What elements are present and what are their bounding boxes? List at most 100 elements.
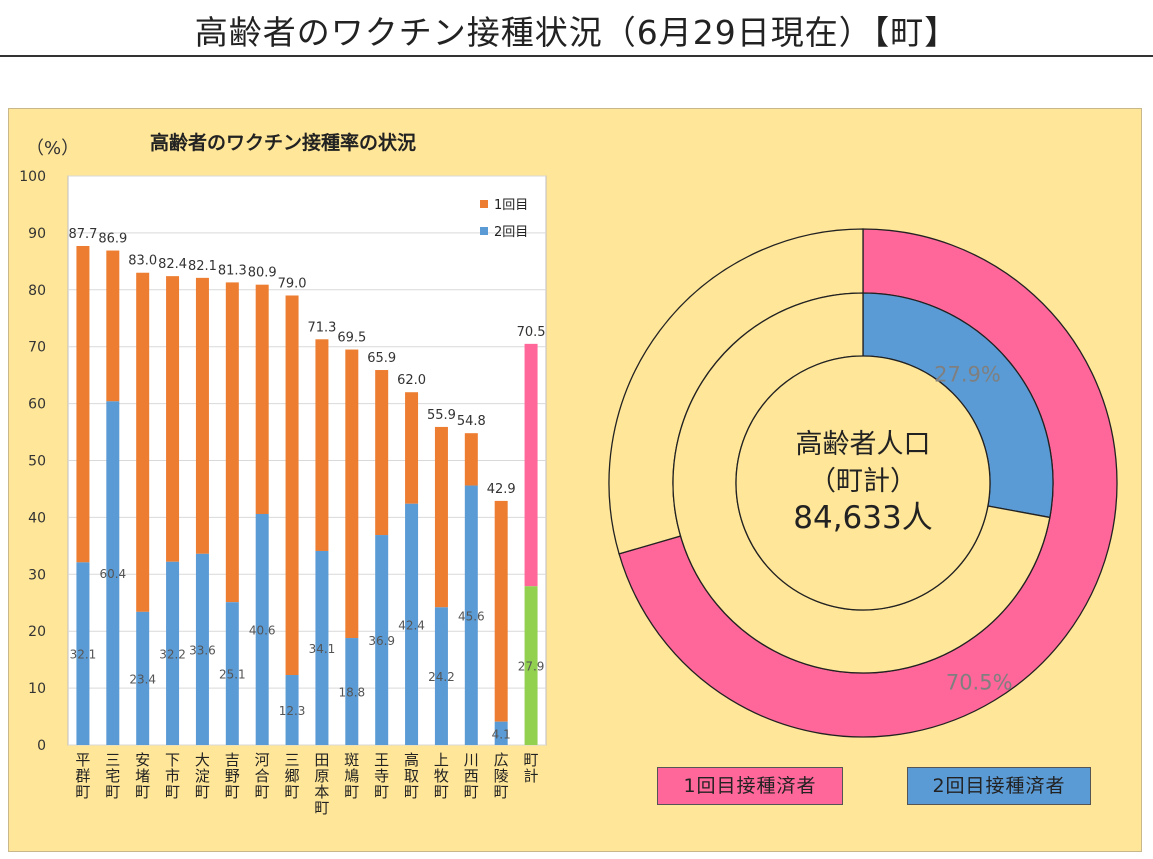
- bar-second-dose: [136, 611, 150, 745]
- x-tick-label-char: 広: [494, 751, 509, 769]
- data-label-first-dose: 81.3: [218, 263, 247, 278]
- x-tick-label-char: 寺: [374, 767, 389, 785]
- data-label-first-dose: 65.9: [367, 351, 396, 366]
- data-label-first-dose: 55.9: [427, 408, 456, 423]
- data-label-first-dose: 79.0: [278, 276, 307, 291]
- y-tick-label: 40: [28, 510, 46, 526]
- y-tick-label: 50: [28, 454, 46, 470]
- x-tick-label-char: 三: [105, 751, 120, 769]
- data-label-first-dose: 83.0: [128, 254, 157, 269]
- x-tick-label-char: 牧: [434, 767, 449, 785]
- donut-center-line1: 高齢者人口: [796, 429, 931, 460]
- bar-first-dose: [375, 370, 389, 536]
- data-label-second-dose: 45.6: [458, 609, 485, 623]
- x-tick-label-char: 大: [195, 751, 210, 769]
- x-tick-label-char: 陵: [494, 767, 509, 785]
- y-tick-label: 20: [28, 624, 46, 640]
- bar-second-dose: [405, 503, 419, 745]
- donut-center-line3: 84,633人: [793, 500, 932, 536]
- bar-second-dose: [315, 550, 329, 745]
- donut-label-second-dose: 27.9%: [934, 362, 1001, 386]
- x-tick-label-char: 町: [255, 783, 270, 801]
- bar-first-dose: [524, 343, 538, 587]
- x-tick-label-char: 町: [344, 783, 359, 801]
- bar-second-dose: [195, 553, 209, 745]
- y-tick-label: 80: [28, 283, 46, 299]
- bar-first-dose: [106, 250, 120, 402]
- x-tick-label-char: 本: [314, 783, 329, 801]
- bar-first-dose: [315, 339, 329, 551]
- x-tick-label-char: 郷: [285, 767, 300, 785]
- data-label-second-dose: 4.1: [492, 727, 511, 741]
- bar-second-dose: [345, 638, 359, 745]
- data-label-second-dose: 36.9: [368, 634, 395, 648]
- x-tick-label-char: 平: [75, 751, 90, 769]
- data-label-second-dose: 33.6: [189, 643, 216, 657]
- data-label-second-dose: 32.2: [159, 647, 186, 661]
- data-label-second-dose: 18.8: [338, 686, 365, 700]
- x-tick-label-char: 河: [255, 751, 270, 769]
- data-label-first-dose: 82.1: [188, 259, 217, 274]
- donut-center: [735, 355, 991, 611]
- x-tick-label-char: 町: [75, 783, 90, 801]
- legend-second-dose: 2回目接種済者: [907, 767, 1091, 805]
- y-tick-label: 100: [19, 169, 46, 185]
- data-label-first-dose: 54.8: [457, 414, 486, 429]
- bar-second-dose: [225, 602, 239, 745]
- x-tick-label-char: 原: [314, 767, 329, 785]
- bar-second-dose: [106, 401, 120, 745]
- x-tick-label-char: 斑: [344, 751, 359, 769]
- data-label-first-dose: 69.5: [337, 331, 366, 346]
- x-tick-label-char: 町: [464, 783, 479, 801]
- donut-label-first-dose: 70.5%: [946, 670, 1013, 694]
- data-label-first-dose: 71.3: [307, 320, 336, 335]
- data-label-first-dose: 70.5: [517, 325, 546, 340]
- data-label-first-dose: 42.9: [487, 482, 516, 497]
- x-tick-label-char: 西: [464, 767, 479, 785]
- x-tick-label-char: 田: [314, 751, 329, 769]
- data-label-second-dose: 27.9: [518, 660, 545, 674]
- x-tick-label-char: 町: [135, 783, 150, 801]
- data-label-second-dose: 60.4: [99, 567, 126, 581]
- x-tick-label-char: 野: [225, 767, 240, 785]
- bar-first-dose: [494, 500, 508, 722]
- bar-first-dose: [345, 349, 359, 639]
- page-title: 高齢者のワクチン接種状況（6月29日現在）【町】: [194, 13, 959, 52]
- x-tick-label-char: 町: [195, 783, 210, 801]
- x-tick-label-char: 町: [165, 783, 180, 801]
- donut-center-line2: （町計）: [809, 466, 917, 497]
- x-tick-label-char: 堵: [135, 767, 150, 785]
- y-tick-label: 70: [28, 340, 46, 356]
- data-label-first-dose: 82.4: [158, 257, 187, 272]
- data-label-second-dose: 34.1: [309, 642, 336, 656]
- x-tick-label-char: 町: [524, 751, 539, 769]
- data-label-first-dose: 80.9: [248, 266, 277, 281]
- data-label-second-dose: 32.1: [70, 648, 97, 662]
- bar-second-dose: [255, 513, 269, 745]
- bar-first-dose: [76, 245, 90, 563]
- bar-second-dose: [464, 485, 478, 745]
- y-tick-label: 90: [28, 226, 46, 242]
- x-tick-label-char: 合: [255, 767, 270, 785]
- bar-first-dose: [405, 392, 419, 504]
- x-tick-label-char: 町: [374, 783, 389, 801]
- bar-first-dose: [195, 277, 209, 554]
- x-tick-label-char: 町: [314, 799, 329, 817]
- x-tick-label-char: 淀: [195, 767, 210, 785]
- bar-second-dose: [76, 562, 90, 745]
- bar-second-dose: [434, 607, 448, 745]
- x-tick-label-char: 計: [524, 767, 539, 785]
- x-tick-label-char: 王: [374, 751, 389, 769]
- bar-second-dose: [375, 535, 389, 745]
- x-tick-label-char: 安: [135, 751, 150, 769]
- data-label-first-dose: 87.7: [68, 227, 97, 242]
- legend-swatch-first: [480, 200, 488, 208]
- y-tick-label: 10: [28, 681, 46, 697]
- legend-first-dose: 1回目接種済者: [657, 767, 843, 805]
- x-tick-label-char: 上: [434, 751, 449, 769]
- bar-second-dose: [524, 586, 538, 745]
- x-tick-label-char: 高: [404, 751, 419, 769]
- title-divider: [0, 55, 1153, 57]
- x-tick-label-char: 鳩: [344, 767, 359, 785]
